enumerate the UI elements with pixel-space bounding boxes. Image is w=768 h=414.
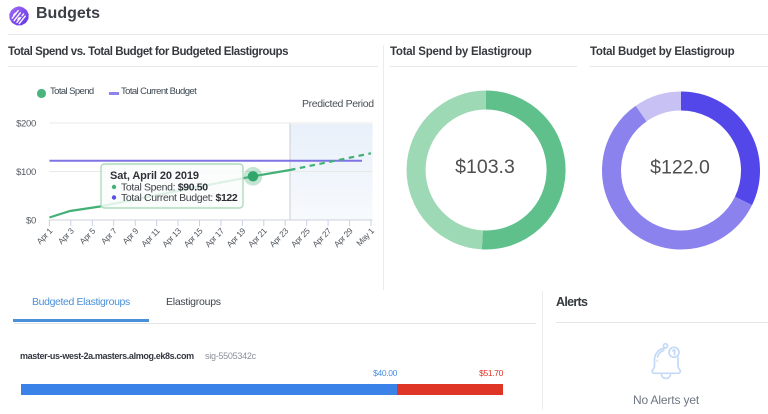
svg-text:Apr 3: Apr 3 xyxy=(56,225,76,246)
svg-text:Apr 19: Apr 19 xyxy=(224,225,247,249)
svg-text:$200: $200 xyxy=(16,119,36,130)
svg-text:$103.3: $103.3 xyxy=(455,156,515,178)
svg-text:$100: $100 xyxy=(16,167,36,178)
svg-text:Apr 17: Apr 17 xyxy=(203,225,226,249)
svg-text:Apr 21: Apr 21 xyxy=(246,225,269,249)
svg-text:Apr 9: Apr 9 xyxy=(120,225,140,246)
svg-text:Total Spend: $90.50: Total Spend: $90.50 xyxy=(121,182,208,194)
svg-text:Apr 25: Apr 25 xyxy=(289,225,312,249)
svg-text:Apr 5: Apr 5 xyxy=(77,225,97,246)
svg-text:Apr 15: Apr 15 xyxy=(182,225,205,249)
svg-text:Total Current Budget: $122: Total Current Budget: $122 xyxy=(121,192,238,204)
svg-text:May 1: May 1 xyxy=(354,225,376,248)
svg-text:Apr 13: Apr 13 xyxy=(160,225,183,249)
svg-text:Apr 29: Apr 29 xyxy=(332,225,355,249)
svg-text:Apr 1: Apr 1 xyxy=(34,225,54,246)
svg-text:Sat, April 20 2019: Sat, April 20 2019 xyxy=(110,170,199,182)
svg-text:Apr 23: Apr 23 xyxy=(267,225,290,249)
svg-text:$0: $0 xyxy=(26,216,36,227)
svg-text:Apr 27: Apr 27 xyxy=(310,225,333,249)
svg-text:Apr 11: Apr 11 xyxy=(139,225,162,248)
svg-text:$122.0: $122.0 xyxy=(650,156,710,178)
svg-text:Apr 7: Apr 7 xyxy=(99,225,119,246)
